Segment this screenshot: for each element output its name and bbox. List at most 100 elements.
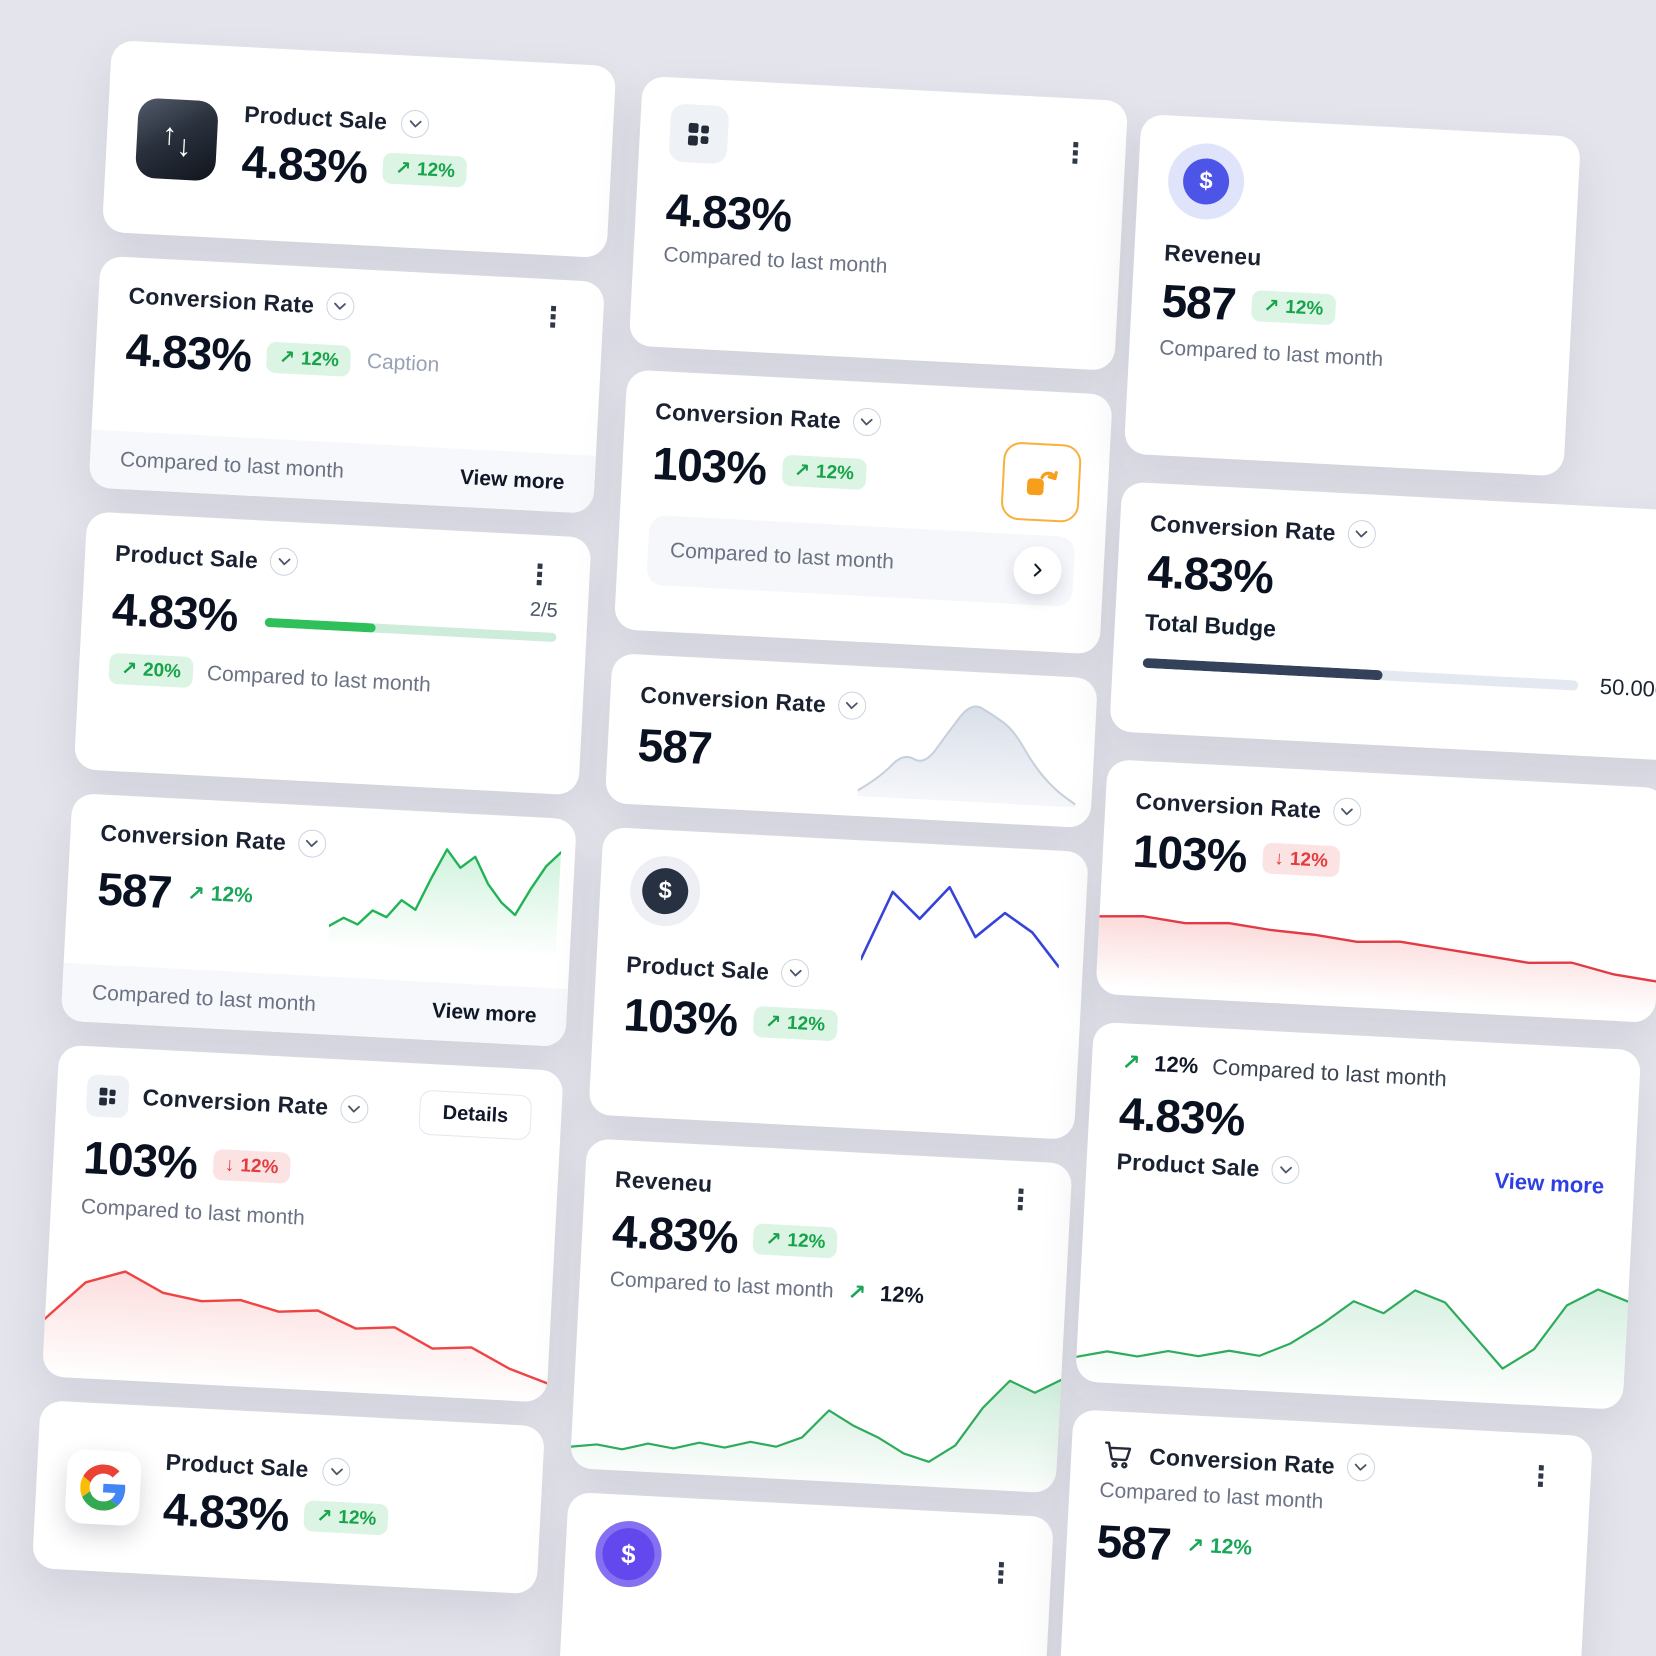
chevron-down-icon[interactable]	[1270, 1155, 1301, 1185]
progress-label: 2/5	[529, 598, 559, 623]
kebab-menu-icon[interactable]: ⋮	[538, 300, 568, 333]
card-title: Product Sale	[243, 101, 388, 135]
red-decline-chart	[1095, 890, 1656, 1016]
trend-up-icon: ↗	[765, 1228, 783, 1251]
caption-label: Caption	[366, 349, 440, 377]
stat-card-product-sale-area: ↗ 12% Compared to last month 4.83% Produ…	[1075, 1021, 1642, 1410]
trend-up-icon: ↗	[278, 346, 296, 369]
metric-value: 4.83%	[161, 1482, 290, 1542]
dollar-coin-icon: $	[628, 854, 702, 928]
stat-card-simple: ⋮ 4.83% Compared to last month	[628, 75, 1129, 371]
compare-label: Compared to last month	[206, 661, 432, 697]
kebab-menu-icon[interactable]: ⋮	[986, 1556, 1016, 1590]
metric-value: 587	[1095, 1514, 1172, 1571]
metric-value: 587	[96, 862, 173, 919]
details-button[interactable]: Details	[418, 1089, 533, 1141]
chevron-down-icon[interactable]	[339, 1093, 369, 1124]
compare-label: Compared to last month	[119, 448, 345, 483]
dollar-coin-icon: $	[1166, 141, 1247, 222]
delta-badge-negative: ↓ 12%	[1261, 841, 1341, 878]
delta-badge: ↗ 12%	[1250, 289, 1337, 326]
stat-card-mountain: Conversion Rate 587	[604, 653, 1098, 829]
red-sparkline	[41, 1248, 553, 1403]
column-middle: ⋮ 4.83% Compared to last month Conversio…	[557, 75, 1129, 1656]
delta-badge: ↗ 12%	[382, 152, 468, 189]
compare-label: Compared to last month	[1158, 336, 1384, 372]
metric-value: 103%	[82, 1131, 199, 1189]
chevron-down-icon[interactable]	[321, 1456, 352, 1487]
stat-card-conversion-rate: Conversion Rate ⋮ 4.83% ↗ 12% Caption Com…	[88, 255, 606, 514]
view-more-link[interactable]: View more	[1493, 1168, 1605, 1199]
metric-value: 103%	[1131, 824, 1248, 883]
compare-label: Compared to last month	[91, 981, 317, 1016]
card-title: Conversion Rate	[1134, 787, 1322, 823]
card-title: Conversion Rate	[1149, 509, 1337, 546]
progress-block: 2/5	[264, 585, 558, 656]
card-title: Product Sale	[1116, 1147, 1261, 1182]
compare-label: Compared to last month	[80, 1195, 306, 1230]
card-title: Conversion Rate	[1148, 1442, 1336, 1479]
kebab-menu-icon[interactable]: ⋮	[524, 558, 555, 591]
card-title: Conversion Rate	[142, 1084, 329, 1120]
chevron-down-icon[interactable]	[325, 291, 355, 322]
chevron-down-icon[interactable]	[1346, 1452, 1376, 1483]
stat-card-revenue: $ Reveneu 587 ↗ 12% Compared to last mont…	[1123, 113, 1581, 477]
dashboard-grid-icon	[85, 1073, 130, 1118]
stat-card-cart-conversion: Conversion Rate ⋮ Compared to last month…	[1057, 1409, 1593, 1656]
trend-indicator: ↗ 12%	[1185, 1533, 1253, 1560]
metric-value: 4.83%	[664, 183, 793, 242]
cart-icon	[1100, 1437, 1136, 1473]
stat-card-conversion-chart: Conversion Rate 587 ↗ 12% Compared to las…	[60, 792, 577, 1048]
delta-badge: ↗ 12%	[266, 341, 352, 377]
metric-value: 103%	[622, 988, 739, 1047]
chevron-down-icon[interactable]	[852, 407, 882, 437]
trend-up-icon: ↗	[1185, 1533, 1205, 1558]
compare-label: Compared to last month	[609, 1268, 835, 1303]
chevron-down-icon[interactable]	[1332, 796, 1362, 827]
kebab-menu-icon[interactable]: ⋮	[1005, 1183, 1036, 1217]
metric-value: 4.83%	[611, 1204, 739, 1264]
stat-card-conversion-export: Conversion Rate 103% ↗ 12% Compared to la…	[613, 369, 1113, 655]
chevron-down-icon[interactable]	[1346, 519, 1377, 549]
card-title: Product Sale	[114, 539, 259, 573]
metric-value: 4.83%	[124, 323, 253, 382]
kebab-menu-icon[interactable]: ⋮	[1526, 1459, 1556, 1493]
card-title: Product Sale	[164, 1449, 310, 1483]
card-title: Conversion Rate	[128, 281, 315, 318]
green-area-chart	[1075, 1241, 1630, 1410]
delta-badge: ↗ 20%	[108, 652, 194, 689]
card-title: Product Sale	[625, 950, 770, 985]
column-right: $ Reveneu 587 ↗ 12% Compared to last mont…	[1057, 113, 1656, 1656]
card-footer: Compared to last month	[646, 515, 1076, 608]
metric-value: 587	[1160, 274, 1237, 331]
metric-value: 4.83%	[240, 134, 369, 194]
view-more-link[interactable]: View more	[459, 465, 566, 495]
delta-badge-negative: ↓ 12%	[212, 1148, 292, 1184]
metric-value: 587	[636, 718, 713, 775]
card-title: Conversion Rate	[99, 819, 287, 855]
view-more-link[interactable]: View more	[431, 999, 538, 1028]
chevron-down-icon[interactable]	[400, 109, 430, 139]
trend-up-icon: ↗	[793, 459, 811, 482]
trend-up-icon: ↗	[186, 881, 206, 906]
stat-card-product-sale-line: $ Product Sale 103% ↗ 12%	[588, 826, 1089, 1140]
chevron-down-icon[interactable]	[297, 828, 327, 859]
delta-secondary: 12%	[879, 1281, 925, 1309]
trend-up-icon: ↗	[120, 658, 138, 681]
kebab-menu-icon[interactable]: ⋮	[1060, 136, 1091, 170]
export-button[interactable]	[1000, 441, 1083, 524]
chevron-down-icon[interactable]	[837, 690, 867, 721]
trend-up-icon: ↗	[1262, 295, 1280, 318]
delta-badge: ↗ 12%	[752, 1222, 839, 1259]
chevron-right-button[interactable]	[1012, 545, 1063, 596]
chevron-down-icon[interactable]	[780, 958, 810, 988]
card-collage: ↑ ↓ Product Sale 4.83% ↗ 12% Conversion Ra…	[22, 40, 1656, 1656]
stat-card-clipped: $ ⋮	[557, 1491, 1054, 1656]
chevron-down-icon[interactable]	[269, 546, 299, 577]
trend-down-icon: ↓	[224, 1154, 235, 1176]
column-left: ↑ ↓ Product Sale 4.83% ↗ 12% Conversion Ra…	[31, 40, 617, 1595]
compare-label: Compared to last month	[1211, 1054, 1448, 1092]
stat-card-revenue-area: Reveneu ⋮ 4.83% ↗ 12% Compared to last mo…	[569, 1138, 1073, 1494]
budget-value: 50.000	[1599, 674, 1656, 703]
arrow-down-icon: ↓	[175, 129, 193, 164]
